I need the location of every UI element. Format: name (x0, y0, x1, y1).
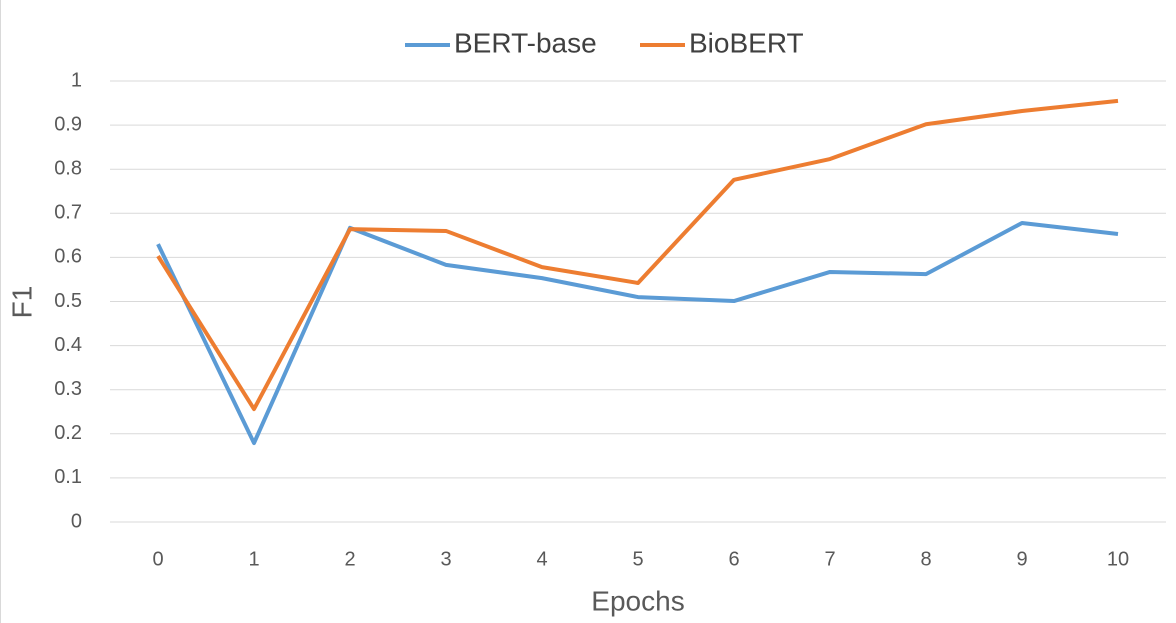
x-tick-label: 8 (920, 548, 931, 570)
x-tick-label: 2 (344, 548, 355, 570)
x-tick-label: 10 (1107, 548, 1129, 570)
x-tick-label: 1 (248, 548, 259, 570)
x-axis-title: Epochs (591, 585, 684, 616)
y-tick-label: 0.9 (54, 113, 82, 135)
y-tick-label: 0.7 (54, 202, 82, 224)
x-tick-label: 5 (632, 548, 643, 570)
x-tick-label: 6 (728, 548, 739, 570)
y-tick-label: 0.5 (54, 290, 82, 312)
y-tick-label: 0.4 (54, 334, 82, 356)
x-tick-label: 9 (1016, 548, 1027, 570)
legend-label: BERT-base (454, 27, 597, 58)
line-series (156, 98, 1119, 412)
y-tick-label: 0.6 (54, 246, 82, 268)
x-tick-label: 0 (152, 548, 163, 570)
x-tick-label: 7 (824, 548, 835, 570)
y-tick-label: 0 (71, 510, 82, 532)
x-tick-label: 4 (536, 548, 547, 570)
y-tick-label: 0.2 (54, 422, 82, 444)
line-series (156, 221, 1119, 446)
y-tick-label: 0.8 (54, 157, 82, 179)
legend-label: BioBERT (689, 27, 804, 58)
y-tick-label: 1 (71, 69, 82, 91)
y-tick-label: 0.3 (54, 378, 82, 400)
y-axis-title: F1 (6, 286, 37, 319)
y-tick-label: 0.1 (54, 466, 82, 488)
x-tick-label: 3 (440, 548, 451, 570)
